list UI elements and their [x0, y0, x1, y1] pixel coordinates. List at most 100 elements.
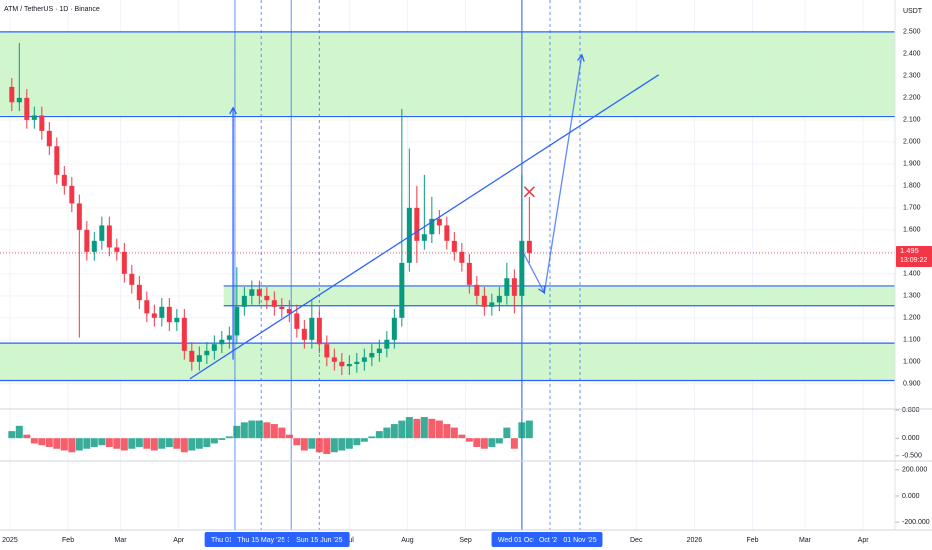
oscillator-bar: [510, 438, 518, 449]
candle-body: [264, 295, 270, 301]
oscillator-bar: [98, 438, 106, 446]
x-tick-label: 2026: [687, 537, 703, 544]
oscillator-bar: [75, 438, 83, 451]
oscillator-bar: [90, 438, 98, 447]
crosshair-label: Thu 15 May '25: [237, 537, 285, 544]
x-tick-label: Aug: [401, 537, 414, 544]
oscillator-bar: [465, 438, 473, 442]
oscillator-bar: [38, 438, 46, 446]
y-tick-label: 1.400: [903, 271, 921, 278]
oscillator-bar: [308, 438, 316, 449]
candle-body: [331, 357, 337, 362]
candle-body: [31, 115, 37, 120]
oscillator-bar: [180, 438, 188, 453]
crosshair-label: 01 Nov '25: [563, 537, 596, 544]
x-tick-label: Feb: [746, 537, 758, 544]
candle-body: [46, 130, 52, 147]
crosshair-label: Wed 01 Oct '25: [498, 537, 546, 544]
arrow-head: [229, 106, 238, 115]
candle-body: [241, 295, 247, 307]
candle-body: [99, 225, 105, 241]
candle-body: [301, 328, 307, 340]
oscillator-bar: [225, 436, 233, 439]
y-tick-label: 0.800: [902, 407, 920, 414]
candle-body: [316, 317, 322, 345]
candle-body: [144, 300, 150, 314]
x-tick-label: Mar: [115, 537, 128, 544]
oscillator-bar: [15, 425, 23, 439]
candle-body: [436, 218, 442, 226]
oscillator-bar: [203, 438, 211, 447]
candle-body: [429, 218, 435, 235]
zone: [223, 285, 895, 306]
x-tick-label: Dec: [630, 537, 643, 544]
candle-body: [511, 278, 517, 296]
oscillator-bar: [255, 420, 263, 439]
oscillator-bar: [458, 434, 466, 439]
oscillator-bar: [210, 438, 218, 444]
candle-body: [159, 306, 165, 318]
y-tick-label: 0.900: [903, 381, 921, 388]
candle-body: [489, 302, 495, 307]
candle-body: [256, 289, 262, 296]
oscillator-bar: [293, 438, 301, 446]
candle-body: [226, 335, 232, 340]
oscillator-bar: [428, 418, 436, 439]
x-tick-label: Sep: [459, 537, 472, 544]
oscillator-bar: [173, 438, 181, 449]
candle-body: [309, 317, 315, 340]
candle-body: [114, 247, 120, 252]
candle-body: [414, 207, 420, 241]
oscillator-bar: [8, 431, 16, 439]
candle-body: [151, 313, 157, 318]
candle-body: [399, 262, 405, 318]
oscillator-bar: [263, 422, 271, 439]
crosshair-label-box: [557, 532, 603, 547]
arrow-head: [538, 285, 546, 294]
arrow-head: [577, 53, 585, 62]
oscillator-bar: [128, 438, 136, 449]
candle-body: [504, 278, 510, 296]
oscillator-bar: [165, 438, 173, 447]
candle-body: [106, 225, 112, 248]
oscillator-bar: [345, 438, 353, 449]
candle-body: [181, 317, 187, 351]
oscillator-bar: [135, 438, 143, 447]
x-marker: [523, 186, 535, 198]
candle-body: [196, 355, 202, 362]
crosshair-label-box: [230, 532, 292, 547]
candle-body: [391, 317, 397, 340]
oscillator-bar: [450, 427, 458, 439]
oscillator-bar: [368, 436, 376, 439]
candle-body: [234, 306, 240, 336]
oscillator-bar: [495, 438, 503, 444]
candle-body: [346, 364, 352, 367]
currency-label: USDT: [903, 8, 923, 15]
oscillator-bar: [330, 438, 338, 453]
candle-body: [279, 306, 285, 310]
candle-body: [474, 284, 480, 296]
oscillator-bar: [300, 438, 308, 451]
oscillator-bar: [398, 420, 406, 439]
last-price-label: 1.495: [900, 246, 919, 255]
x-tick-label: 2025: [2, 537, 18, 544]
candle-body: [136, 284, 142, 301]
y-tick-label: -0.500: [902, 453, 922, 460]
oscillator-bar: [405, 417, 413, 439]
candle-body: [286, 309, 292, 314]
candle-body: [174, 317, 180, 323]
y-tick-label: 200.000: [902, 467, 927, 474]
x-tick-label: Apr: [173, 537, 185, 544]
candle-body: [294, 313, 300, 329]
oscillator-bar: [338, 438, 346, 451]
candle-body: [204, 350, 210, 356]
x-tick-label: Mar: [799, 537, 812, 544]
candle-body: [496, 295, 502, 303]
oscillator-bar: [23, 434, 31, 439]
y-tick-label: 2.200: [903, 95, 921, 102]
oscillator-bar: [525, 420, 533, 439]
candle-body: [76, 203, 82, 230]
y-tick-label: 1.600: [903, 227, 921, 234]
oscillator-bar: [150, 438, 158, 451]
candle-body: [211, 344, 217, 351]
